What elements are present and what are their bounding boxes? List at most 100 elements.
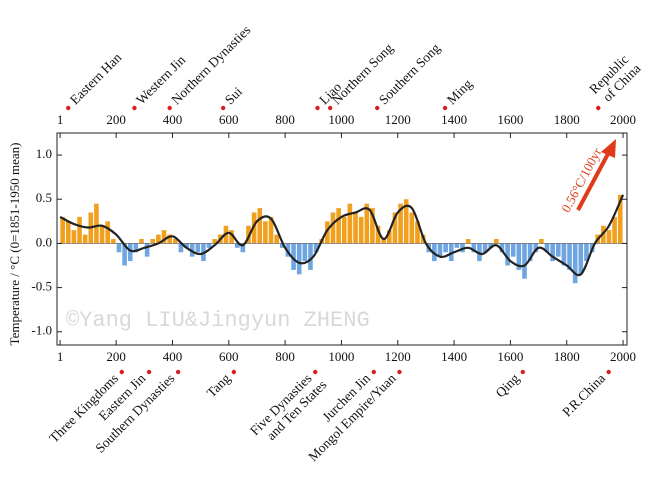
bar — [358, 216, 364, 244]
x-tick-label: 1400 — [441, 349, 467, 364]
x-tick-label: 400 — [163, 112, 183, 127]
bar — [606, 230, 612, 244]
bar — [561, 243, 567, 266]
dynasty-dot — [520, 369, 526, 375]
bar — [240, 243, 246, 253]
x-tick-label: 1400 — [441, 112, 467, 127]
bar — [263, 221, 268, 244]
x-tick-label: 600 — [219, 112, 239, 127]
y-tick-label: -1.0 — [31, 323, 52, 338]
bar — [60, 216, 65, 244]
y-axis-label: Temperature / °C (0=1851-1950 mean) — [7, 143, 22, 346]
x-tick-label: 1 — [57, 349, 64, 364]
watermark: ©Yang LIU&Jingyun ZHENG — [66, 308, 370, 333]
y-tick-label: 1.0 — [36, 146, 52, 161]
bar — [347, 203, 353, 244]
bar — [471, 243, 477, 253]
dynasty-name: Tang — [204, 370, 234, 400]
dynasty-label: Ming — [444, 76, 475, 107]
bar — [234, 243, 240, 248]
bar — [612, 216, 617, 244]
y-tick-label: -0.5 — [31, 279, 52, 294]
x-tick-label: 800 — [275, 112, 295, 127]
bar — [617, 194, 623, 244]
bar — [206, 243, 212, 248]
plot-frame — [56, 132, 628, 346]
bar — [246, 225, 251, 244]
bar — [308, 243, 313, 270]
bar — [465, 239, 471, 244]
bar — [330, 212, 336, 244]
dynasty-name: Sui — [222, 84, 246, 108]
trend-arrow-head — [601, 139, 616, 158]
bar — [161, 230, 167, 244]
bar — [353, 212, 358, 244]
x-tick-label: 400 — [163, 349, 183, 364]
bar — [178, 243, 184, 253]
dynasty-name: Qing — [492, 370, 522, 400]
bar — [409, 212, 415, 244]
dynasty-dot — [375, 105, 380, 111]
bar — [572, 243, 578, 284]
bar — [415, 221, 420, 244]
bar — [139, 239, 144, 244]
bar — [116, 243, 122, 253]
bar — [567, 243, 572, 270]
dynasty-label: Eastern Han — [67, 50, 125, 108]
dynasty-dot — [371, 369, 377, 375]
y-tick-label: 0.0 — [36, 234, 52, 249]
bar — [105, 221, 111, 244]
bar — [279, 243, 285, 248]
bar — [494, 239, 499, 244]
dynasty-dot — [315, 105, 320, 111]
bar — [398, 203, 403, 244]
x-tick-label: 1800 — [554, 349, 580, 364]
bar — [325, 221, 330, 244]
dynasty-dot — [220, 105, 226, 111]
bar — [82, 234, 88, 244]
x-tick-label: 1600 — [497, 349, 523, 364]
bar — [341, 216, 347, 244]
dynasty-label: Sui — [222, 84, 246, 108]
bar — [251, 212, 257, 244]
dynasty-dot — [313, 369, 318, 375]
dynasty-label: P.R.China — [559, 371, 608, 420]
dynasty-dot — [66, 105, 71, 111]
bar — [285, 243, 291, 257]
bar — [499, 243, 505, 253]
bar — [274, 234, 279, 244]
dynasty-label: Qing — [492, 370, 522, 400]
bar — [527, 243, 533, 262]
dynasty-dot — [146, 369, 152, 375]
bar — [454, 243, 460, 248]
x-tick-label: 200 — [106, 349, 126, 364]
bar — [111, 239, 116, 244]
bar — [516, 243, 522, 270]
bar — [195, 243, 201, 253]
bar — [555, 243, 561, 257]
bar — [522, 243, 527, 279]
x-tick-label: 1800 — [554, 112, 580, 127]
bar — [133, 243, 139, 253]
dynasty-dot — [442, 105, 448, 111]
bar — [403, 199, 409, 244]
bar — [127, 243, 133, 262]
bar — [477, 243, 482, 262]
bar — [482, 243, 488, 253]
bar — [432, 243, 437, 262]
bar — [257, 208, 263, 244]
dynasty-dot — [327, 105, 333, 111]
x-tick-label: 1000 — [328, 349, 354, 364]
bar — [184, 243, 189, 248]
dynasty-dot — [596, 105, 601, 111]
dynasty-name: Ming — [444, 76, 475, 107]
bar — [122, 243, 127, 266]
bar — [296, 243, 302, 275]
bar — [212, 239, 218, 244]
bar — [544, 243, 550, 253]
bar — [313, 243, 319, 253]
bar — [65, 221, 71, 244]
bar — [144, 243, 150, 257]
